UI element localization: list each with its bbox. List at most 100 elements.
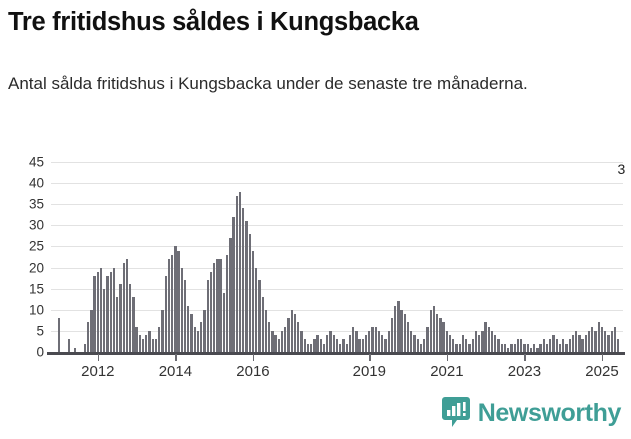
bar	[597, 322, 600, 352]
bar	[536, 347, 539, 352]
bar	[406, 322, 410, 352]
bar	[423, 339, 426, 352]
bar	[232, 216, 235, 352]
bar	[400, 309, 403, 352]
bar	[445, 330, 449, 352]
bar	[322, 343, 326, 352]
x-axis-tick	[175, 354, 177, 361]
bar	[145, 335, 148, 352]
y-axis-tick-label: 5	[36, 323, 44, 339]
bar	[361, 339, 364, 352]
bar	[229, 238, 232, 352]
bar	[562, 339, 565, 352]
newsworthy-footer[interactable]: Newsworthy	[441, 395, 621, 431]
bar	[568, 339, 571, 352]
bar	[264, 309, 268, 352]
bar	[358, 339, 361, 352]
bar	[57, 318, 61, 352]
bar	[397, 301, 400, 352]
x-axis-tick	[252, 354, 255, 361]
bar	[416, 339, 419, 352]
bar	[368, 330, 371, 352]
bar	[219, 259, 222, 352]
bar	[206, 280, 209, 352]
bar	[413, 335, 416, 352]
bar	[526, 343, 529, 352]
bar	[245, 221, 248, 352]
page-title: Tre fritidshus såldes i Kungsbacka	[8, 8, 419, 36]
y-axis-tick-label: 30	[28, 217, 44, 233]
bar	[594, 330, 597, 352]
chart-subtitle: Antal sålda fritidshus i Kungsbacka unde…	[8, 74, 528, 93]
y-axis-tick-label: 40	[28, 175, 44, 191]
bar	[384, 339, 387, 352]
bar	[542, 339, 545, 352]
bar	[487, 326, 491, 352]
bar	[138, 335, 142, 352]
bar	[581, 339, 584, 352]
bar	[342, 339, 345, 352]
bar	[465, 339, 468, 352]
bar	[284, 326, 287, 352]
bar	[135, 326, 138, 352]
bar	[351, 326, 355, 352]
highlighted-bar-value-label: 3	[617, 161, 626, 177]
bar	[468, 343, 471, 352]
bar	[177, 250, 180, 352]
bar	[122, 263, 125, 352]
bar	[516, 339, 520, 352]
bar	[429, 309, 432, 352]
bar	[96, 271, 99, 352]
bar	[129, 284, 132, 352]
bar	[452, 339, 455, 352]
chart-plot-wrapper: 0 5 10 15 20 25 30 35 40 45 3 2012 2014 2016 2019 202…	[0, 150, 631, 390]
bar	[83, 343, 87, 352]
bar	[306, 343, 310, 352]
bar	[309, 343, 313, 352]
bar	[381, 335, 384, 352]
bar	[187, 305, 190, 352]
bar	[277, 339, 280, 352]
bar	[432, 305, 436, 352]
bar	[99, 267, 103, 352]
y-axis-tick-label: 35	[28, 196, 44, 212]
bar	[532, 343, 536, 352]
bar	[222, 292, 226, 352]
x-axis-tick	[524, 354, 526, 361]
bar	[520, 339, 523, 352]
bar	[574, 330, 578, 352]
bar	[132, 297, 135, 352]
bar	[200, 322, 203, 352]
bar	[539, 343, 542, 352]
bar	[481, 330, 484, 352]
bar	[183, 280, 187, 352]
bar	[125, 259, 129, 352]
bar	[326, 335, 329, 352]
x-axis-tick	[601, 354, 604, 361]
bar	[329, 330, 332, 352]
bar	[174, 246, 177, 352]
bar	[436, 314, 439, 352]
bar	[293, 314, 297, 352]
bar	[271, 330, 274, 352]
bar	[607, 335, 610, 352]
bar	[503, 343, 507, 352]
bar	[613, 326, 617, 352]
bar	[355, 330, 358, 352]
bar	[578, 335, 581, 352]
bar	[345, 343, 348, 352]
bar	[216, 259, 219, 352]
bar	[255, 267, 258, 352]
bar	[549, 339, 552, 352]
bar-chart-speech-bubble-icon	[441, 397, 470, 429]
x-axis-tick-label: 2014	[158, 363, 193, 380]
bar	[141, 339, 145, 352]
bar	[339, 343, 342, 352]
bar	[248, 233, 251, 352]
bar	[161, 309, 164, 352]
bar	[442, 322, 445, 352]
bar	[387, 330, 390, 352]
bar	[93, 276, 96, 352]
bar	[513, 343, 516, 352]
